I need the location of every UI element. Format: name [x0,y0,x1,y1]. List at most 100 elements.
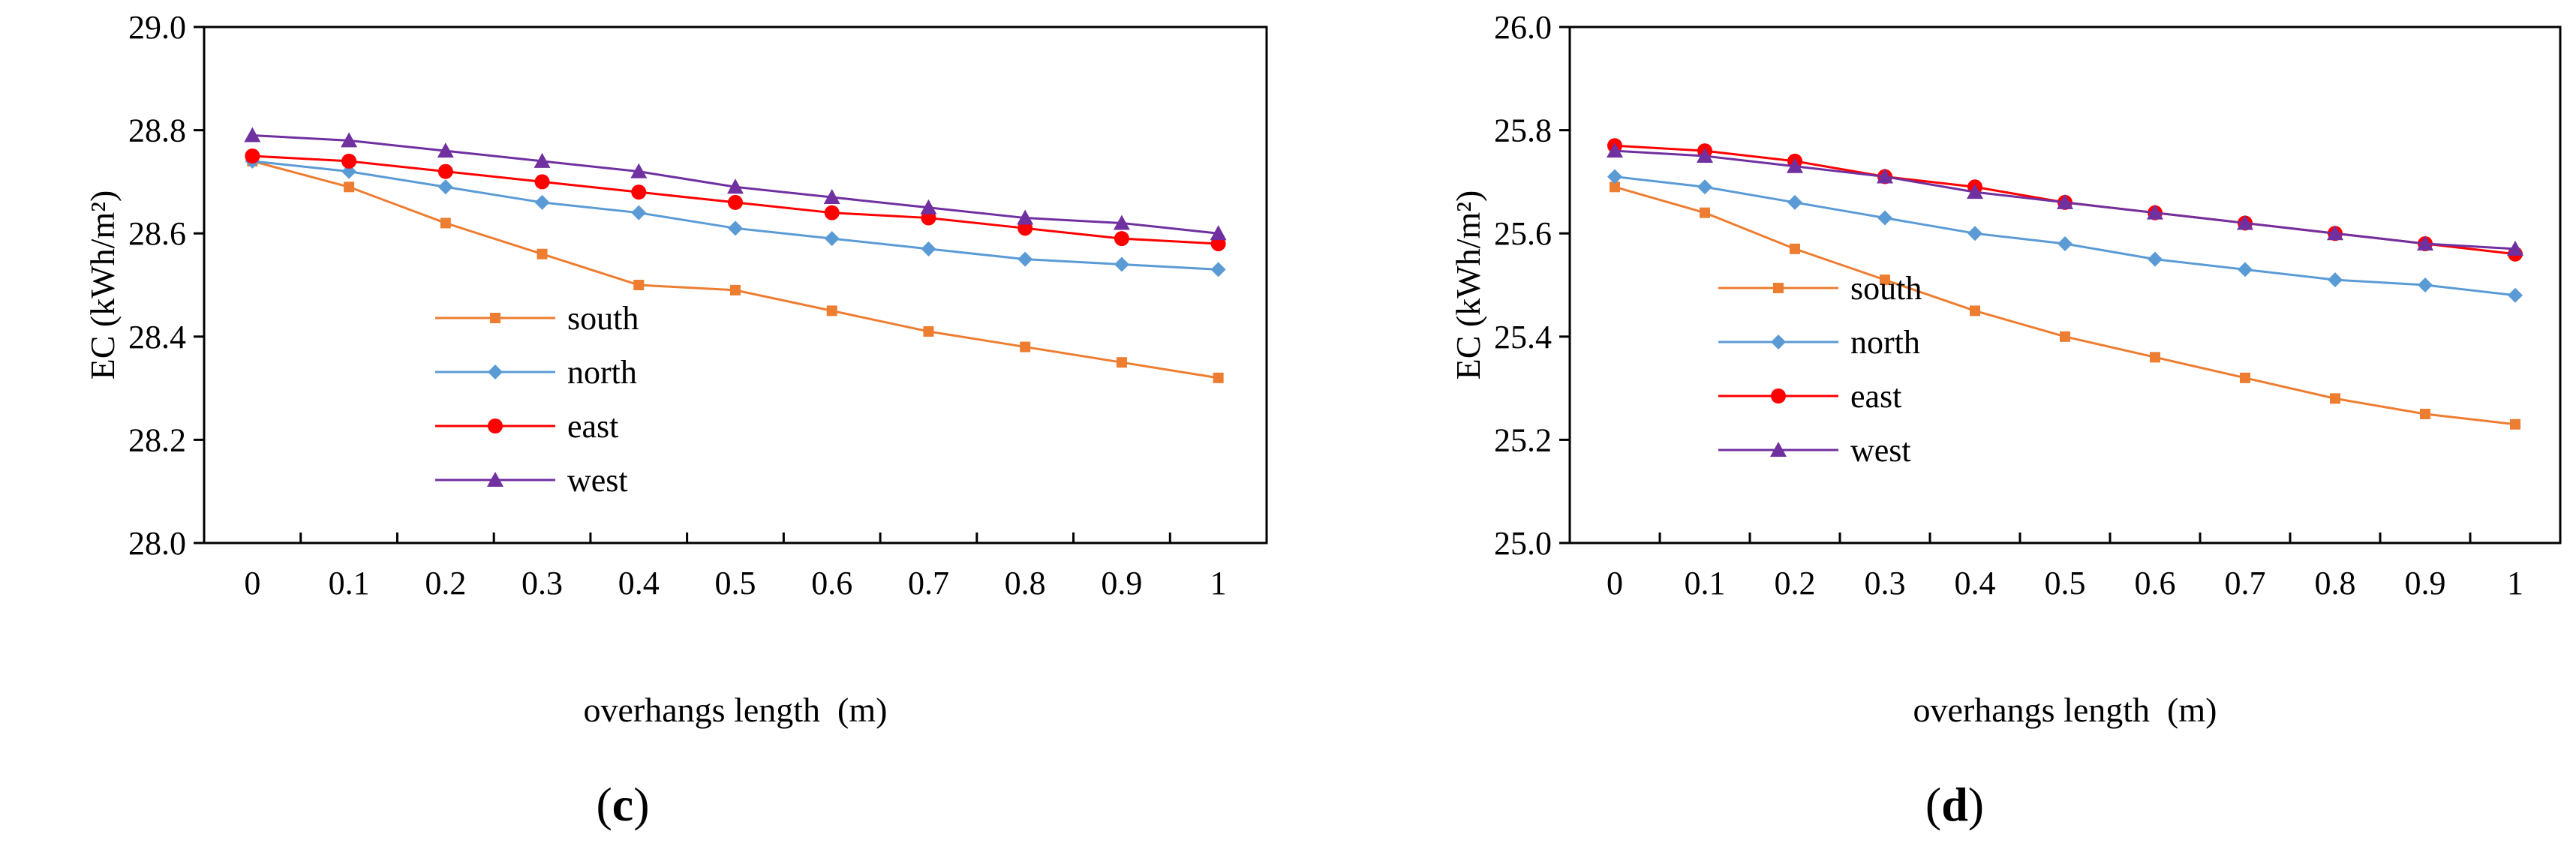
panel-c-series-north-point [1210,262,1226,278]
panel-d-series-west-point [2417,235,2433,250]
panel-d-y-tick-label: 25.0 [1494,525,1552,562]
panel-c-legend-east-marker [488,418,503,434]
panel-d-series-south-point [2150,352,2160,363]
panel-d-series-south-line [1614,185,2516,426]
panel-c-y-tick-label: 28.4 [128,319,186,356]
panel-c-series-east-point [1114,231,1129,247]
panel-d-series-south-point [1610,182,1620,193]
panel-d-x-tick-label: 0.5 [2045,565,2086,602]
panel-c-series-east-point [824,205,840,220]
panel-c-legend-south-label: south [567,300,639,337]
panel-c-series-south-point [923,326,934,337]
panel-c-series-south-point [730,284,741,296]
panel-c-series-east-point [245,148,260,164]
panel-d-series-west-point [1787,158,1803,173]
panel-c-series-north-point [631,205,647,220]
panel-d-series-west-point [1877,168,1893,184]
panel-c-legend-north-marker [488,364,503,380]
panel-d-series-west-point [1697,148,1713,163]
panel-c-legend-east-label: east [567,408,618,445]
panel-d-chart: 25.0 25.2 25.4 25.6 25.8 26.0 0 0.1 0.2 0.3 0.4 0.5… [1449,9,2562,831]
panel-d-series-south-point [2420,409,2430,419]
panel-d-series-west-point [2327,225,2343,241]
panel-d-series-north-point [2148,251,2163,267]
panel-c-legend: south north east west [435,300,639,499]
panel-d-caption-open: ( [1925,778,1941,831]
panel-d-series-north-point [2238,262,2253,278]
panel-c-series-south-point [344,182,355,193]
panel-d-legend-south-label: south [1850,270,1922,307]
panel-c-x-tick-label: 0.2 [425,565,466,602]
panel-c-series-west-point [534,152,551,168]
panel-d-plot-frame [1568,26,2562,544]
panel-d-series-north-point [1787,194,1802,210]
panel-d-series-west-point [1607,142,1623,158]
panel-d-x-tick-label: 1 [2507,565,2523,602]
panel-c-series-west-point [1210,225,1227,241]
panel-c-x-tick-label: 0.3 [522,565,563,602]
panel-c-series-west-point [437,142,454,158]
panel-c-series-east-point [728,194,743,210]
panel-d-series-south-point [2240,372,2250,383]
panel-c-series-west-point [630,163,648,178]
panel-d-series-south-point [2330,393,2340,404]
panel-d-x-tick-label: 0.4 [1955,565,1996,602]
panel-d-series-south-point [2060,331,2070,342]
panel-d-series-north-point [1607,169,1622,184]
panel-d-legend-north-label: north [1850,324,1920,361]
panel-c-series-north-point [341,164,357,179]
panel-d-series-north-point [1967,226,1982,242]
panel-d-legend-north-marker [1771,334,1786,350]
panel-c-series-west-point [1017,209,1034,225]
panel-d-series-north-point [1877,210,1892,226]
panel-c-y-tick-label: 29.0 [128,9,186,46]
panel-d-series-west-point [1967,184,1983,200]
panel-c-series-west-point [727,178,744,194]
panel-d-caption: (d) [1925,778,1984,831]
panel-c-series-east-point [534,174,550,190]
panel-d-caption-letter: d [1941,778,1968,831]
panel-c-caption-open: ( [596,778,612,831]
panel-d-x-tick-label: 0.1 [1685,565,1726,602]
panel-c-x-tick-label: 0.8 [1005,565,1046,602]
panel-d-series-south-point [2510,418,2520,430]
panel-c-series-west-point [244,127,261,142]
panel-d-series-west-point [2237,214,2253,230]
panel-c-x-tick-label: 0.1 [329,565,370,602]
panel-c-y-tick-label: 28.6 [128,215,186,252]
panel-c-series-west-point [341,132,358,148]
panel-c-series-south-point [1213,372,1224,383]
panel-c-legend-west-label: west [567,462,628,499]
panel-c-legend-north-label: north [567,354,637,391]
panel-c-series-east-point [341,153,357,169]
panel-c-series-north-point [437,179,453,195]
panel-c-series-south-point [440,218,451,229]
panel-c-series-north-line [252,160,1219,271]
panel-d-x-axis-title: overhangs length (m) [1913,691,2217,729]
panel-d-x-tick-label: 0.2 [1775,565,1816,602]
panel-c-y-tick-label: 28.8 [128,112,186,149]
panel-d-x-tick-label: 0.8 [2315,565,2356,602]
panel-d-series-north-point [2057,236,2073,251]
panel-c-x-tick-label: 0.6 [811,565,852,602]
panel-d-legend-west-marker [1770,442,1787,457]
panel-c-series-east-point [437,164,453,179]
panel-d-legend-south-marker [1773,283,1784,293]
panel-c-series-east-point [631,184,647,200]
panel-c-series-south-point [537,248,548,260]
panel-d-x-tick-label: 0.9 [2405,565,2446,602]
panel-d-series-north-point [2508,287,2523,303]
panel-d-legend-east-marker [1771,388,1786,404]
panel-c-series-west-point [1113,214,1130,230]
panel-d-series-west-point [2057,194,2073,209]
panel-c-series-north-point [1114,256,1129,272]
panel-c-series-west-point [823,189,840,205]
panel-c-caption: (c) [596,778,649,831]
panel-d-y-tick-label: 26.0 [1494,9,1552,46]
panel-d-series-north-point [1697,179,1712,195]
panel-c-series-south-point [826,305,837,316]
panel-c-x-tick-label: 1 [1210,565,1227,602]
panel-c-series-south-point [1020,341,1031,352]
